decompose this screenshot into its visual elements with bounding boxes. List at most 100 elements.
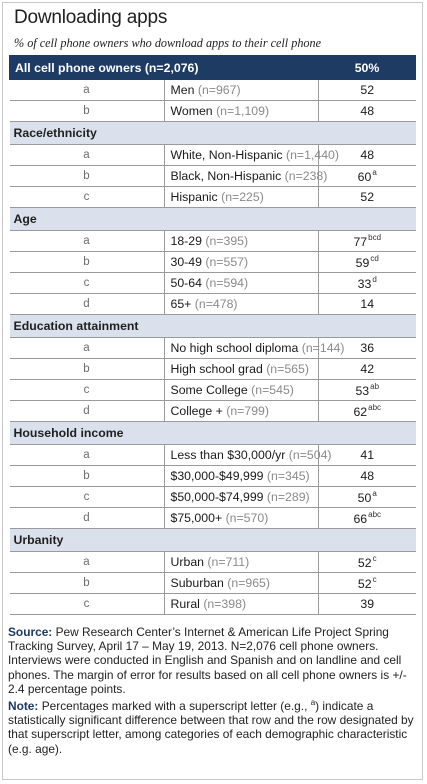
row-sample-size: (n=1,109) xyxy=(216,104,270,118)
header-label: All cell phone owners (n=2,076) xyxy=(9,55,319,80)
row-value-cell: 62abc xyxy=(318,400,416,422)
table-row: b Black, Non-Hispanic (n=238) 60a xyxy=(9,165,416,187)
row-sample-size: (n=545) xyxy=(251,383,294,397)
row-letter: b xyxy=(9,358,165,380)
section-heading-row: Education attainment xyxy=(9,314,416,338)
row-label-cell: White, Non-Hispanic (n=1,440) xyxy=(164,144,339,166)
row-sample-size: (n=398) xyxy=(203,597,247,611)
row-sample-size: (n=289) xyxy=(266,490,310,504)
row-value-cell: 59cd xyxy=(318,251,416,273)
row-label: 30-49 xyxy=(170,255,202,269)
row-label: Less than $30,000/yr xyxy=(170,448,286,462)
section-heading: Household income xyxy=(9,421,416,445)
row-value: 52 xyxy=(360,83,375,97)
row-value: 39 xyxy=(360,597,375,611)
row-value: 77 xyxy=(353,235,368,249)
row-value: 66 xyxy=(353,512,368,526)
table-row: a Men (n=967) 52 xyxy=(9,79,416,101)
row-label: $50,000-$74,999 xyxy=(170,490,264,504)
row-label: White, Non-Hispanic xyxy=(170,148,283,162)
row-label-cell: 50-64 (n=594) xyxy=(164,272,319,294)
note-label: Note: xyxy=(8,698,39,713)
source-label: Source: xyxy=(8,625,53,639)
row-value-cell: 14 xyxy=(318,293,416,315)
section-heading: Education attainment xyxy=(9,314,416,338)
row-label: $30,000-$49,999 xyxy=(170,469,264,483)
row-letter: a xyxy=(9,551,165,573)
row-sample-size: (n=504) xyxy=(288,448,332,462)
row-label: High school grad xyxy=(170,362,263,376)
row-label: 18-29 xyxy=(170,234,202,248)
row-sample-size: (n=967) xyxy=(197,83,241,97)
row-letter: b xyxy=(9,165,165,187)
row-sample-size: (n=799) xyxy=(226,404,269,418)
table-row: c $50,000-$74,999 (n=289) 50a xyxy=(9,486,416,508)
row-sample-size: (n=565) xyxy=(266,362,309,376)
row-letter: c xyxy=(9,593,165,615)
row-letter: a xyxy=(9,337,165,359)
row-value-cell: 60a xyxy=(318,165,416,187)
row-letter: c xyxy=(9,186,165,208)
section-heading-row: Age xyxy=(9,207,416,231)
row-sample-size: (n=570) xyxy=(225,511,269,525)
row-label-cell: Black, Non-Hispanic (n=238) xyxy=(164,165,327,187)
significance-superscript: c xyxy=(372,575,377,584)
row-sample-size: (n=1,440) xyxy=(286,148,339,162)
source-text: Pew Research Center’s Internet & America… xyxy=(8,625,407,696)
figure-subtitle: % of cell phone owners who download apps… xyxy=(14,36,322,50)
row-value: 41 xyxy=(360,448,375,462)
note-text-before: Percentages marked with a superscript le… xyxy=(41,698,311,713)
row-label: 50-64 xyxy=(170,276,202,290)
row-value: 42 xyxy=(360,362,375,376)
table-row: a Urban (n=711) 52c xyxy=(9,551,416,573)
row-sample-size: (n=395) xyxy=(205,234,249,248)
row-label: Urban xyxy=(170,555,205,569)
row-value: 48 xyxy=(360,469,375,483)
row-value: 59 xyxy=(355,256,370,270)
row-value-cell: 42 xyxy=(318,358,416,380)
header-value: 50% xyxy=(318,55,416,80)
table-row: a Less than $30,000/yr (n=504) 41 xyxy=(9,444,416,466)
row-label: Some College xyxy=(170,383,248,397)
row-label-cell: Less than $30,000/yr (n=504) xyxy=(164,444,332,466)
table-row: c Some College (n=545) 53ab xyxy=(9,379,416,401)
row-label-cell: 18-29 (n=395) xyxy=(164,230,319,252)
row-letter: d xyxy=(9,293,165,315)
table-row: c Hispanic (n=225) 52 xyxy=(9,186,416,208)
table-row: b High school grad (n=565) 42 xyxy=(9,358,416,380)
row-label-cell: Hispanic (n=225) xyxy=(164,186,319,208)
table-header-row: All cell phone owners (n=2,076) 50% xyxy=(9,55,416,80)
row-label-cell: Urban (n=711) xyxy=(164,551,319,573)
row-letter: a xyxy=(9,444,165,466)
row-label-cell: 30-49 (n=557) xyxy=(164,251,319,273)
row-sample-size: (n=238) xyxy=(284,169,328,183)
section-heading-row: Race/ethnicity xyxy=(9,121,416,145)
row-value: 52 xyxy=(360,190,375,204)
significance-superscript: abc xyxy=(368,510,382,519)
row-value-cell: 53ab xyxy=(318,379,416,401)
significance-superscript: a xyxy=(372,489,377,498)
row-letter: c xyxy=(9,379,165,401)
row-label-cell: Some College (n=545) xyxy=(164,379,319,401)
table-row: b Women (n=1,109) 48 xyxy=(9,100,416,122)
data-table: All cell phone owners (n=2,076) 50% a Men… xyxy=(9,55,416,615)
significance-superscript: a xyxy=(372,168,377,177)
row-letter: b xyxy=(9,100,165,122)
row-value-cell: 52c xyxy=(318,572,416,594)
row-value: 52 xyxy=(357,556,372,570)
row-value-cell: 50a xyxy=(318,486,416,508)
table-row: b Suburban (n=965) 52c xyxy=(9,572,416,594)
source-paragraph: Source: Pew Research Center’s Internet &… xyxy=(8,625,416,696)
row-value-cell: 66abc xyxy=(318,507,416,529)
row-label-cell: $50,000-$74,999 (n=289) xyxy=(164,486,319,508)
table-row: a White, Non-Hispanic (n=1,440) 48 xyxy=(9,144,416,166)
row-sample-size: (n=478) xyxy=(194,297,238,311)
row-letter: c xyxy=(9,272,165,294)
row-sample-size: (n=965) xyxy=(227,576,270,590)
row-label: College + xyxy=(170,404,223,418)
row-value: 50 xyxy=(357,491,372,505)
row-sample-size: (n=557) xyxy=(205,255,249,269)
row-value-cell: 48 xyxy=(318,100,416,122)
table-row: d $75,000+ (n=570) 66abc xyxy=(9,507,416,529)
row-label-cell: Rural (n=398) xyxy=(164,593,319,615)
